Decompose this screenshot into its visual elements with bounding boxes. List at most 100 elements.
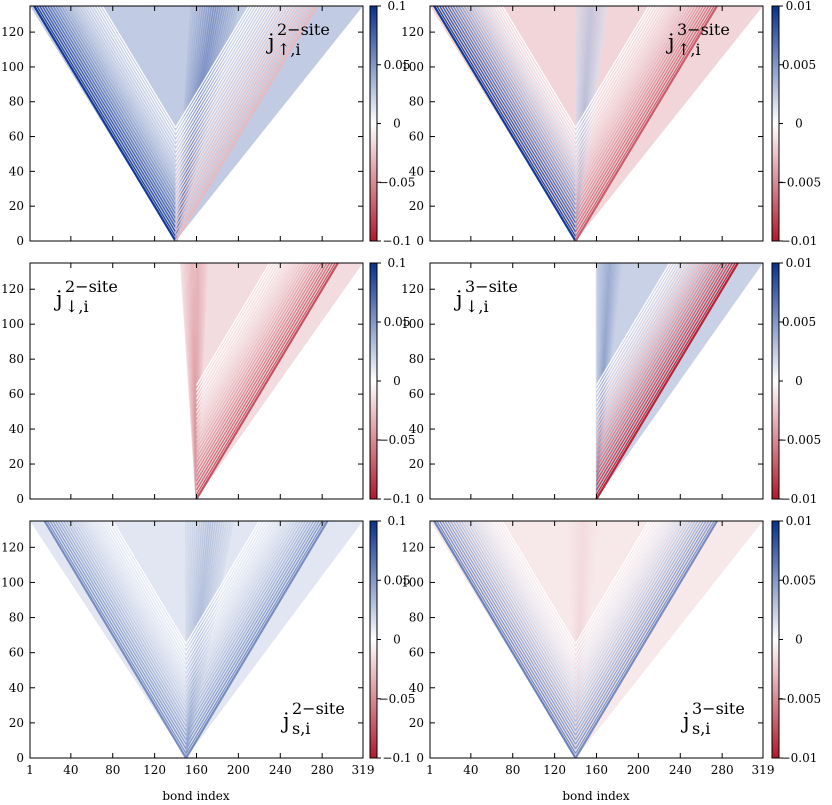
colorbar-tick-label: 0.01 [786,514,813,528]
y-tick-label: 120 [1,540,24,554]
right-front-line [174,6,313,233]
right-front-line [174,6,253,133]
right-front-line [195,263,285,409]
right-front-line [574,521,713,750]
reflection-line [763,458,801,521]
right-front-line [174,6,288,192]
left-front-line [493,6,577,142]
right-front-line [574,521,656,654]
right-front-line [174,6,272,165]
right-front-line [195,263,317,463]
right-front-line [195,263,271,386]
right-front-line [195,263,298,432]
left-front-line [76,521,187,704]
colorbar [369,262,378,500]
right-front-line [185,521,329,758]
right-front-line [185,521,274,668]
left-front-line [68,521,187,718]
right-front-line [185,521,310,727]
right-front-line [174,6,291,197]
panel-label-base: j [665,30,675,54]
left-front-line [466,6,577,188]
y-tick-label: 120 [1,25,24,39]
left-front-line [468,521,577,699]
y-tick-label: 20 [409,457,424,471]
right-front-line [185,521,312,731]
left-front-line [101,521,187,663]
right-front-line [595,263,698,432]
right-front-line [185,521,326,754]
reflection-line [0,0,30,6]
right-front-line [574,521,653,649]
heatmap-area [336,0,763,241]
right-front-line [595,263,709,450]
left-front-line [38,6,177,233]
reflection-line [363,0,476,6]
y-tick-label: 20 [9,716,24,730]
left-front-line [52,6,177,210]
left-front-line [90,6,177,147]
right-front-line [595,263,731,486]
left-front-line [66,6,177,188]
right-front-line [574,6,664,151]
left-front-line [444,521,577,741]
left-front-line [63,6,177,192]
right-front-line [195,263,306,445]
right-front-line [595,263,723,473]
right-front-line [574,521,666,672]
right-front-line [574,6,672,165]
left-front-line [501,521,577,645]
right-front-line [595,263,704,441]
left-front-line [441,521,577,745]
y-tick-label: 120 [401,282,424,296]
left-front-line [65,521,187,722]
reflection-line [21,505,30,521]
right-front-line [185,521,301,713]
colorbar-tick-label: −0.01 [781,492,818,506]
left-front-line [87,6,177,151]
reflection-line [363,505,372,521]
colorbar-tick-label: 0.05 [384,573,411,587]
left-front-line [71,6,177,178]
reflection-line [2,0,30,6]
panel-down-3site: 0 20 40 60 80 100 120 0.01 0.005 0 −0.005 −0.01 j3−s… [401,184,821,506]
colorbar-tick-label: −0.005 [777,433,821,447]
right-front-line [574,521,705,736]
colorbar-tick-label: 0.1 [387,514,406,528]
left-front-line [54,521,187,741]
reflection-line [763,184,810,263]
left-front-line [32,6,177,241]
heatmap-area [21,458,401,758]
panel-label: j2−site↓,i [53,277,118,316]
y-tick-label: 0 [16,492,24,506]
left-front-line [109,521,187,649]
colorbar-tick-label: 0 [393,374,401,388]
reflection-line [336,0,430,6]
reflection-line [763,442,810,521]
left-front-line [471,6,577,178]
reflection-line [363,0,467,6]
panel-label: j3−site↑,i [665,20,730,59]
left-front-line [79,6,177,165]
left-front-line [441,6,577,228]
colorbar [369,520,378,759]
heatmap-area [430,442,810,758]
left-front-line [95,521,187,672]
left-front-line [60,521,187,731]
reflection-line [363,458,401,521]
y-tick-label: 80 [409,95,424,109]
right-front-line [185,521,271,663]
y-tick-label: 0 [416,751,424,765]
colorbar-tick-label: −0.05 [379,175,416,189]
right-front-line [574,521,658,658]
left-front-line [490,521,577,663]
colorbar-tick-label: 0.01 [786,0,813,13]
right-front-line [574,521,715,754]
right-front-line [185,521,280,677]
right-front-line [574,6,699,210]
right-front-line [595,263,693,423]
y-tick-label: 60 [9,387,24,401]
colorbar-tick-label: −0.05 [379,692,416,706]
